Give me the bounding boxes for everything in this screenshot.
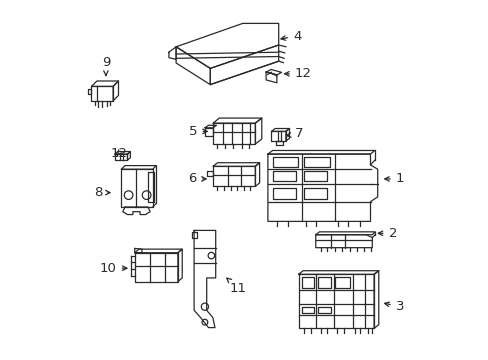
Text: 6: 6 [188, 172, 206, 185]
Text: 11: 11 [226, 278, 246, 294]
Text: 2: 2 [378, 227, 396, 240]
Text: 10: 10 [100, 262, 127, 275]
Text: 8: 8 [94, 186, 110, 199]
Text: 9: 9 [102, 57, 110, 76]
Text: 5: 5 [189, 125, 207, 138]
Text: 3: 3 [384, 300, 404, 313]
Text: 12: 12 [284, 67, 311, 80]
Text: 4: 4 [281, 30, 301, 42]
Text: 1: 1 [384, 172, 404, 185]
Text: 12: 12 [110, 147, 127, 159]
Text: 7: 7 [286, 127, 303, 140]
